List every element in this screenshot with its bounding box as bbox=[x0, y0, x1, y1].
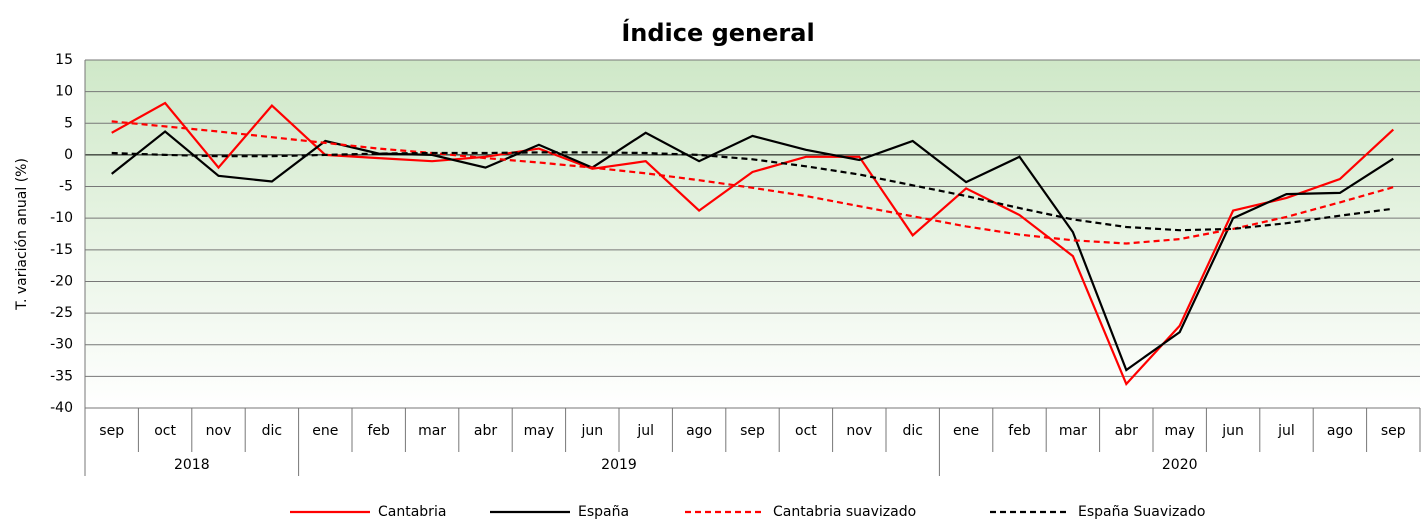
x-tick-label: abr bbox=[1115, 423, 1138, 439]
series-line bbox=[111, 120, 1394, 245]
x-tick-label: oct bbox=[795, 423, 817, 439]
x-tick-label: sep bbox=[1381, 423, 1406, 439]
x-tick-label: dic bbox=[902, 423, 922, 439]
x-tick-label: oct bbox=[154, 423, 176, 439]
x-tick-label: sep bbox=[740, 423, 765, 439]
legend-label: Cantabria bbox=[378, 504, 446, 520]
x-tick-label: feb bbox=[367, 423, 390, 439]
y-tick-label: -5 bbox=[59, 179, 73, 195]
chart-title: Índice general bbox=[621, 18, 814, 47]
x-tick-label: abr bbox=[474, 423, 497, 439]
y-tick-label: 0 bbox=[64, 147, 73, 163]
x-tick-label: jun bbox=[580, 423, 603, 439]
y-tick-label: -40 bbox=[50, 400, 73, 416]
y-axis-label: T. variación anual (%) bbox=[14, 158, 30, 311]
y-tick-label: -15 bbox=[50, 242, 73, 258]
x-tick-label: ago bbox=[686, 423, 712, 439]
x-tick-label: dic bbox=[262, 423, 282, 439]
x-tick-label: mar bbox=[418, 423, 446, 439]
x-tick-label: ago bbox=[1327, 423, 1353, 439]
year-label: 2019 bbox=[601, 457, 637, 473]
x-tick-label: jul bbox=[636, 423, 654, 439]
x-tick-label: may bbox=[1164, 423, 1195, 439]
legend-label: España bbox=[578, 504, 629, 520]
x-tick-label: feb bbox=[1008, 423, 1031, 439]
y-tick-label: 15 bbox=[55, 52, 73, 68]
x-tick-label: nov bbox=[846, 423, 872, 439]
y-tick-label: 10 bbox=[55, 84, 73, 100]
x-tick-label: ene bbox=[953, 423, 979, 439]
x-tick-label: sep bbox=[99, 423, 124, 439]
series-line bbox=[111, 130, 1394, 372]
x-tick-label: mar bbox=[1059, 423, 1087, 439]
y-tick-label: -20 bbox=[50, 273, 73, 289]
y-tick-label: -10 bbox=[50, 210, 73, 226]
series-line bbox=[111, 151, 1394, 232]
x-tick-label: jun bbox=[1221, 423, 1244, 439]
y-tick-label: -35 bbox=[50, 368, 73, 384]
legend-label: Cantabria suavizado bbox=[773, 504, 916, 520]
y-tick-label: -25 bbox=[50, 305, 73, 321]
legend-label: España Suavizado bbox=[1078, 504, 1205, 520]
x-tick-label: nov bbox=[206, 423, 232, 439]
year-label: 2020 bbox=[1162, 457, 1198, 473]
y-tick-label: 5 bbox=[64, 115, 73, 131]
x-tick-label: ene bbox=[312, 423, 338, 439]
plot-background bbox=[85, 60, 1420, 408]
y-tick-label: -30 bbox=[50, 337, 73, 353]
x-tick-label: jul bbox=[1277, 423, 1295, 439]
x-tick-label: may bbox=[524, 423, 555, 439]
year-label: 2018 bbox=[174, 457, 210, 473]
